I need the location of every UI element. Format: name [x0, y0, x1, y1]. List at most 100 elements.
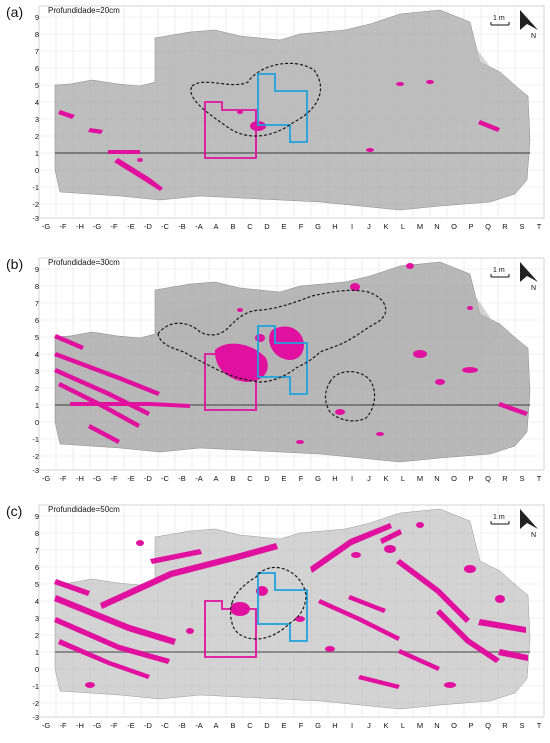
y-tick: 1 — [34, 149, 39, 158]
x-tick: N — [434, 222, 440, 231]
x-tick: -G — [92, 222, 102, 231]
x-tick: A — [213, 721, 219, 730]
panel-c: N (c) Profundidade=50cm 1 m 9 8 7 6 5 4 … — [0, 499, 550, 743]
y-tick: 4 — [34, 597, 39, 606]
y-tick: 7 — [34, 47, 39, 56]
x-tick: N — [434, 721, 440, 730]
x-tick: A — [213, 222, 219, 231]
y-tick: -3 — [32, 214, 39, 223]
x-tick: -B — [178, 474, 186, 483]
x-tick: -D — [144, 222, 152, 231]
x-tick: K — [383, 721, 389, 730]
x-tick: -D — [144, 474, 152, 483]
y-tick: 9 — [34, 512, 39, 521]
x-tick: L — [400, 721, 406, 730]
x-tick: -G — [41, 721, 51, 730]
scale-bar-icon — [490, 274, 510, 278]
north-arrow-icon: N — [520, 509, 538, 539]
excavation-outline-blue — [257, 73, 308, 143]
x-tick: -C — [161, 222, 169, 231]
x-tick: -E — [127, 721, 135, 730]
x-tick: Q — [485, 222, 491, 231]
excavation-outline-blue — [257, 325, 308, 395]
x-tick: D — [264, 222, 270, 231]
svg-text:N: N — [531, 285, 536, 292]
x-tick: -G — [92, 474, 102, 483]
y-tick: -3 — [32, 713, 39, 722]
x-tick: T — [536, 222, 542, 231]
anomaly-patches — [58, 80, 500, 191]
y-tick: -1 — [32, 183, 39, 192]
x-tick: S — [519, 222, 525, 231]
x-tick: F — [298, 222, 304, 231]
x-tick: G — [315, 222, 321, 231]
excavation-outline-blue — [257, 572, 308, 642]
x-tick: M — [416, 721, 424, 730]
x-tick: H — [332, 721, 338, 730]
x-tick: D — [264, 721, 270, 730]
y-tick: 6 — [34, 64, 39, 73]
x-tick: F — [298, 474, 304, 483]
y-tick: 3 — [34, 614, 39, 623]
excavation-outline-pink — [204, 101, 257, 159]
y-tick: 5 — [34, 580, 39, 589]
scale-label: 1 m — [493, 514, 505, 521]
y-tick: 2 — [34, 132, 39, 141]
scale-bar-icon — [490, 22, 510, 26]
x-tick: S — [519, 474, 525, 483]
y-tick: 8 — [34, 282, 39, 291]
x-tick: N — [434, 474, 440, 483]
x-tick: H — [332, 474, 338, 483]
y-tick: -2 — [32, 699, 39, 708]
x-tick: -G — [41, 474, 51, 483]
depth-label: Profundidade=20cm — [48, 6, 120, 15]
x-tick: -F — [59, 721, 67, 730]
y-tick: 2 — [34, 631, 39, 640]
x-tick: -F — [110, 222, 118, 231]
x-tick: E — [281, 222, 287, 231]
interpretation-outline-dashed — [190, 62, 321, 137]
panel-c-map: N — [38, 504, 545, 718]
x-tick: -B — [178, 222, 186, 231]
y-tick: 0 — [34, 418, 39, 427]
x-tick: -B — [178, 721, 186, 730]
x-tick: I — [350, 222, 354, 231]
x-tick: O — [451, 474, 457, 483]
y-tick: 1 — [34, 401, 39, 410]
scale-label: 1 m — [493, 15, 505, 22]
x-tick: L — [400, 222, 406, 231]
x-tick: -E — [127, 474, 135, 483]
scale-bar-icon — [490, 521, 510, 525]
x-tick: -A — [195, 222, 203, 231]
x-tick: -D — [144, 721, 152, 730]
interpretation-outline-dashed-secondary — [324, 371, 376, 422]
x-tick: C — [247, 474, 253, 483]
x-tick: B — [230, 222, 236, 231]
depth-label: Profundidade=30cm — [48, 258, 120, 267]
x-tick: O — [451, 721, 457, 730]
x-tick: T — [536, 721, 542, 730]
panel-letter: (a) — [6, 4, 24, 20]
x-tick: J — [367, 222, 371, 231]
x-tick: C — [247, 721, 253, 730]
x-tick: J — [367, 474, 371, 483]
x-tick: B — [230, 721, 236, 730]
y-tick: 3 — [34, 367, 39, 376]
y-tick: 1 — [34, 648, 39, 657]
x-tick: I — [350, 474, 354, 483]
x-tick: B — [230, 474, 236, 483]
x-tick: -A — [195, 474, 203, 483]
y-tick: 0 — [34, 166, 39, 175]
y-tick: 9 — [34, 13, 39, 22]
y-tick: -3 — [32, 466, 39, 475]
y-tick: 3 — [34, 115, 39, 124]
x-tick: P — [468, 721, 474, 730]
x-tick: I — [350, 721, 354, 730]
x-tick: K — [383, 474, 389, 483]
panel-letter: (c) — [6, 503, 23, 519]
panel-b-map: N — [38, 257, 545, 471]
x-tick: -C — [161, 474, 169, 483]
y-tick: 4 — [34, 350, 39, 359]
survey-texture — [170, 40, 500, 140]
x-tick: J — [367, 721, 371, 730]
